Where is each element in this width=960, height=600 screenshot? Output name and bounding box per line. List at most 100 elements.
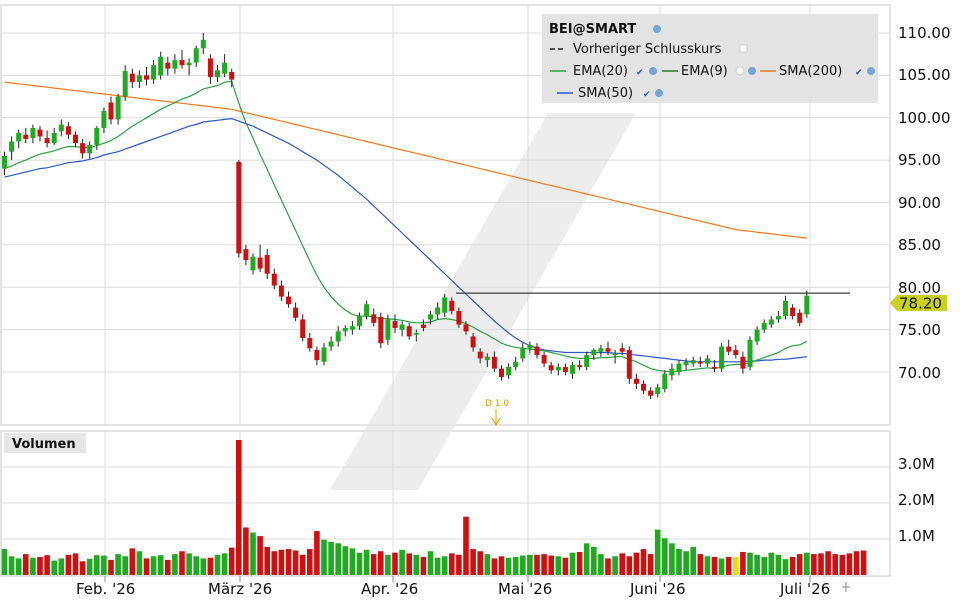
volume-bar [129,548,136,575]
visibility-checkbox[interactable] [739,44,748,53]
volume-bar [576,551,583,575]
volume-bar [654,529,661,575]
scroll-right-icon[interactable] [842,582,850,592]
check-icon[interactable]: ✔ [855,68,863,78]
volume-bar [804,552,810,575]
candle-body [172,60,178,69]
price-axis: 70.00 75.00 80.00 85.00 90.00 95.00 100.… [898,24,951,382]
candle-body [456,310,462,325]
price-tick: 70.00 [898,364,941,382]
check-icon[interactable]: ✔ [636,68,644,78]
candle-body [470,336,476,348]
candle-body [58,124,64,132]
candle-body [506,366,512,376]
volume-bar [101,555,107,575]
dividend-label: D 1.0 [485,399,509,409]
candle-body [577,365,583,367]
candle-body [378,316,384,344]
candle-body [797,312,803,323]
volume-bar [477,551,483,575]
volume-bar [58,558,65,575]
candle-body [200,39,206,49]
volume-bar [15,558,22,575]
volume-bar [356,552,363,575]
candle-body [307,338,313,349]
volume-bar [314,531,320,575]
candle-body [527,344,533,349]
volume-bar [406,553,412,575]
candle-body [122,71,128,97]
volume-bar [378,551,384,575]
check-icon[interactable]: ✔ [643,90,651,100]
candle-body [435,307,441,315]
volume-bar [853,551,860,575]
candle-body [243,249,249,261]
month-label: Mai '26 [498,580,552,598]
candle-body [548,365,554,371]
settings-icon[interactable] [867,67,875,75]
candle-body [264,255,270,274]
candle-body [186,62,192,66]
candle-body [662,373,668,389]
volume-bar [669,543,675,575]
month-label: Juni '26 [629,580,686,598]
volume-bar [591,546,597,575]
dividend-marker: D 1.0 [485,399,509,427]
volume-bar [413,554,420,575]
candle-body [477,351,483,359]
volume-bar [839,554,846,575]
legend-item-label: SMA(50) [578,86,633,101]
settings-icon[interactable] [748,67,756,75]
month-label: März '26 [208,580,272,598]
volume-bar [23,554,29,575]
volume-bar [662,538,668,575]
volume-bar [640,549,647,575]
candle-body [428,314,433,320]
candle-body [733,349,739,356]
settings-icon[interactable] [649,67,657,75]
candle-body [726,346,732,352]
candle-body [179,60,185,66]
candle-body [747,339,753,367]
volume-bar [569,552,576,575]
settings-icon[interactable] [653,25,661,33]
volume-bar [782,559,789,575]
candle-body [30,127,36,139]
candle-body [158,56,164,76]
volume-bar [796,554,803,575]
candle-body [229,71,235,80]
settings-icon[interactable] [655,89,663,97]
volume-bar [165,559,171,575]
volume-bar [598,554,604,575]
legend-title: BEI@SMART [549,22,636,37]
candle-body [80,143,86,154]
settings-icon[interactable] [735,66,745,76]
volume-bar [512,557,519,575]
candle-body [413,333,419,335]
volume-bar [8,556,15,575]
sma200-line [4,81,807,239]
sma50-line [4,117,807,363]
candle-body [108,102,114,120]
price-tick: 90.00 [898,194,941,212]
volume-bar [711,557,718,575]
candle-body [37,129,43,137]
month-label: Apr. '26 [361,580,418,598]
volume-bar [498,556,505,575]
volume-axis: 1.0M 2.0M 3.0M [898,455,935,545]
volume-bar [463,516,469,575]
candle-body [278,285,284,297]
volume-bar [548,555,554,575]
candle-body [697,361,703,364]
volume-bar [200,558,207,575]
volume-tick: 1.0M [898,527,935,545]
candle-body [648,390,654,396]
volume-bar [633,552,640,575]
legend-item-label: SMA(200) [779,64,842,79]
candle-body [87,144,93,154]
volume-title-box [4,433,86,453]
volume-bar [115,554,121,575]
volume-bar [278,549,285,575]
volume-bar [505,557,512,575]
